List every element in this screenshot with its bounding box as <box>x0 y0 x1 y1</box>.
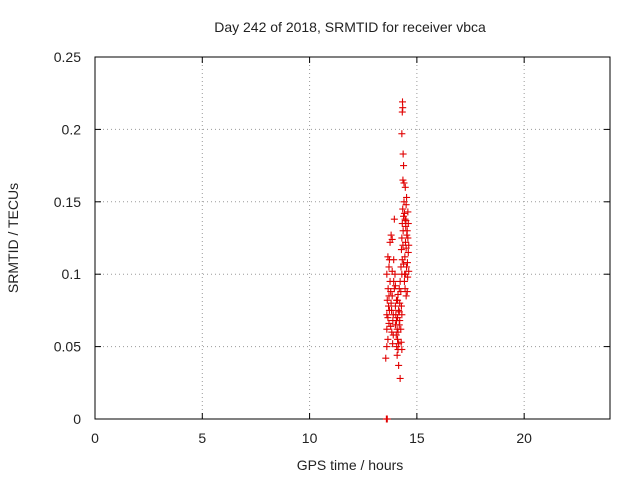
data-points <box>382 98 413 423</box>
data-point <box>388 235 396 243</box>
data-point <box>401 253 409 261</box>
y-axis-label: SRMTID / TECUs <box>5 183 21 293</box>
plot-frame <box>94 56 611 420</box>
data-point <box>404 248 412 256</box>
data-point <box>395 361 403 369</box>
data-point <box>404 208 412 216</box>
data-point <box>402 201 410 209</box>
data-point <box>399 150 407 158</box>
grid-lines <box>95 57 610 419</box>
data-point <box>383 325 391 333</box>
data-point <box>388 267 396 275</box>
data-point <box>382 354 390 362</box>
data-point <box>395 306 403 314</box>
chart-title: Day 242 of 2018, SRMTID for receiver vbc… <box>214 19 486 35</box>
data-point <box>389 340 397 348</box>
data-point <box>385 319 393 327</box>
y-tick-label: 0.15 <box>54 194 81 210</box>
data-point <box>405 267 413 275</box>
data-point <box>400 209 408 217</box>
data-point <box>401 270 409 278</box>
data-point <box>402 292 410 300</box>
data-point <box>387 231 395 239</box>
data-point <box>387 288 395 296</box>
data-point <box>383 296 391 304</box>
data-point <box>397 288 405 296</box>
data-point <box>394 296 402 304</box>
data-point <box>390 256 398 264</box>
x-tick-label: 5 <box>198 430 206 446</box>
data-point <box>400 277 408 285</box>
data-point <box>398 98 406 106</box>
data-point <box>400 260 408 268</box>
data-point <box>402 238 410 246</box>
x-tick-label: 10 <box>302 430 318 446</box>
data-point <box>383 311 391 319</box>
data-point <box>398 345 406 353</box>
y-tick-label: 0 <box>73 411 81 427</box>
data-point <box>397 325 405 333</box>
data-point <box>398 220 406 228</box>
x-tick-labels: 0 5 10 15 20 <box>91 430 532 446</box>
data-point <box>397 246 405 254</box>
data-point <box>385 263 393 271</box>
data-point <box>383 270 391 278</box>
data-point <box>399 176 407 184</box>
data-point <box>384 335 392 343</box>
data-point <box>393 351 401 359</box>
data-point <box>384 253 392 261</box>
data-point <box>383 415 391 423</box>
data-point <box>397 302 405 310</box>
data-point <box>402 217 410 225</box>
data-point <box>400 179 408 187</box>
x-tick-label: 15 <box>409 430 425 446</box>
data-point <box>404 234 412 242</box>
data-point <box>403 231 411 239</box>
data-point <box>403 193 411 201</box>
data-point <box>388 306 396 314</box>
data-point <box>394 335 402 343</box>
y-tick-label: 0.1 <box>62 266 82 282</box>
data-point <box>396 374 404 382</box>
data-point <box>392 311 400 319</box>
data-point <box>403 263 411 271</box>
data-point <box>399 205 407 213</box>
data-point <box>402 244 410 252</box>
data-point <box>387 299 395 307</box>
data-point <box>404 273 412 281</box>
axis-ticks <box>94 56 610 420</box>
data-point <box>400 212 408 220</box>
x-axis-label: GPS time / hours <box>297 457 404 473</box>
data-point <box>395 308 403 316</box>
data-point <box>400 162 408 170</box>
data-point <box>391 302 399 310</box>
data-point <box>396 317 404 325</box>
data-point <box>401 215 409 223</box>
data-point <box>388 328 396 336</box>
y-tick-label: 0.2 <box>62 121 82 137</box>
data-point <box>387 322 395 330</box>
y-tick-labels: 0 0.05 0.1 0.15 0.2 0.25 <box>54 49 81 427</box>
x-tick-label: 20 <box>516 430 532 446</box>
data-point <box>398 234 406 242</box>
y-tick-label: 0.25 <box>54 49 81 65</box>
data-point <box>383 343 391 351</box>
data-point <box>390 277 398 285</box>
data-point <box>384 314 392 322</box>
data-point <box>401 183 409 191</box>
data-point <box>398 130 406 138</box>
data-point <box>397 338 405 346</box>
data-point <box>391 282 399 290</box>
data-point <box>403 259 411 267</box>
data-point <box>390 215 398 223</box>
y-tick-label: 0.05 <box>54 339 81 355</box>
x-tick-label: 0 <box>91 430 99 446</box>
data-point <box>403 288 411 296</box>
data-point <box>388 292 396 300</box>
data-point <box>392 331 400 339</box>
